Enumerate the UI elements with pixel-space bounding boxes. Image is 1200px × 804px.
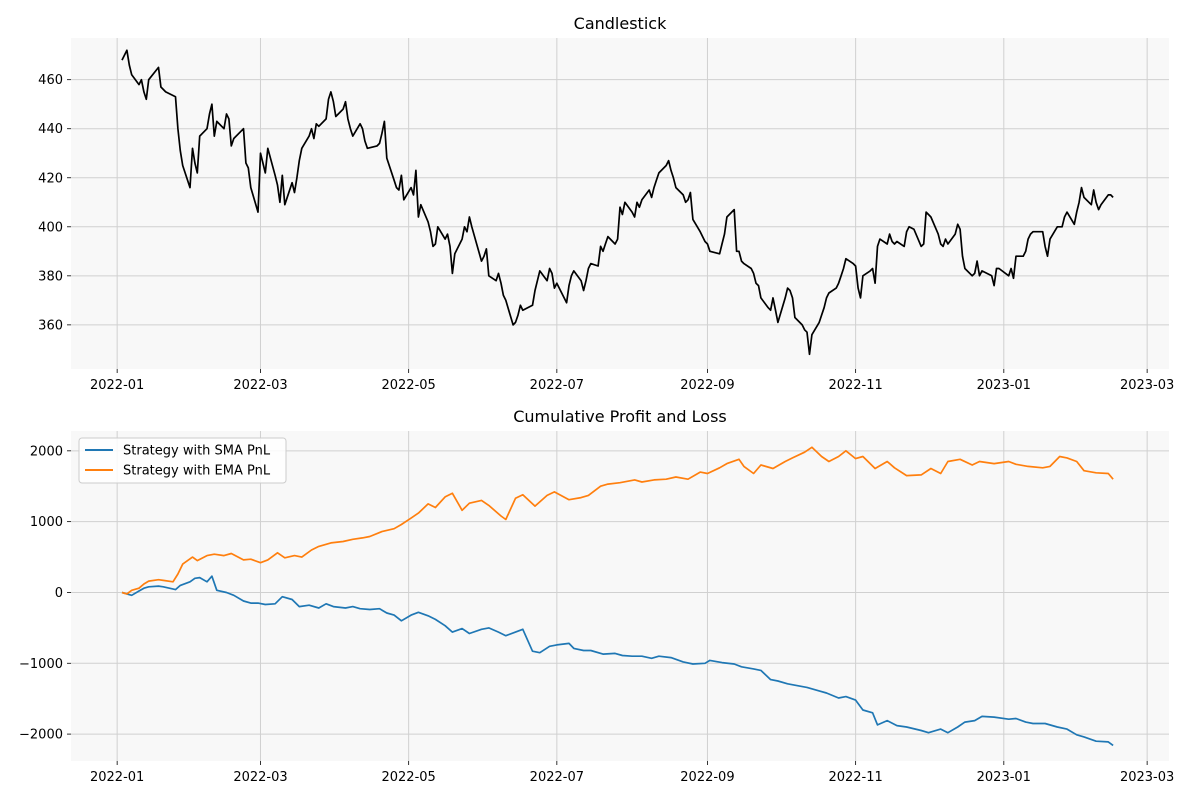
pnl-y-tick-label: 1000 [30, 515, 63, 530]
pnl-x-tick-label: 2023-03 [1120, 770, 1174, 785]
legend-label: Strategy with EMA PnL [123, 464, 271, 479]
pnl-x-tick-label: 2022-07 [530, 770, 584, 785]
pnl-x-tick-label: 2023-01 [977, 770, 1031, 785]
pnl-panel: Cumulative Profit and Loss 2022-01 2022-0… [19, 407, 1174, 785]
candlestick-y-tick-label: 360 [38, 318, 63, 333]
candlestick-x-tick-label: 2022-01 [90, 378, 144, 393]
pnl-x-tick-label: 2022-03 [233, 770, 287, 785]
pnl-title: Cumulative Profit and Loss [513, 407, 727, 426]
candlestick-x-tick-label: 2022-07 [530, 378, 584, 393]
candlestick-x-tick-label: 2022-05 [381, 378, 435, 393]
candlestick-y-tick-label: 400 [38, 220, 63, 235]
pnl-x-tick-label: 2022-09 [680, 770, 734, 785]
candlestick-plot-area [71, 38, 1169, 369]
pnl-plot-area [71, 431, 1169, 761]
candlestick-x-tick-label: 2023-01 [977, 378, 1031, 393]
pnl-y-tick-label: 2000 [30, 444, 63, 459]
legend [78, 437, 287, 484]
pnl-y-tick-label: −1000 [19, 657, 63, 672]
legend-label: Strategy with SMA PnL [123, 444, 271, 459]
candlestick-y-tick-label: 440 [38, 122, 63, 137]
candlestick-x-tick-label: 2023-03 [1120, 378, 1174, 393]
candlestick-panel: Candlestick 2022-01 2022-03 2022-05 2022-07… [38, 14, 1174, 393]
pnl-x-tick-label: 2022-05 [381, 770, 435, 785]
pnl-x-tick-label: 2022-01 [90, 770, 144, 785]
candlestick-title: Candlestick [574, 14, 667, 33]
pnl-series-line-1 [121, 446, 1114, 595]
pnl-x-tick-label: 2022-11 [828, 770, 882, 785]
candlestick-y-tick-label: 420 [38, 171, 63, 186]
pnl-series-line-0 [121, 575, 1114, 747]
candlestick-x-tick-label: 2022-03 [233, 378, 287, 393]
pnl-y-tick-label: 0 [55, 586, 63, 601]
candlestick-series-line-0 [121, 49, 1114, 356]
candlestick-x-tick-label: 2022-11 [828, 378, 882, 393]
candlestick-x-tick-label: 2022-09 [680, 378, 734, 393]
candlestick-y-tick-label: 460 [38, 73, 63, 88]
candlestick-y-tick-label: 380 [38, 269, 63, 284]
pnl-y-tick-label: −2000 [19, 728, 63, 743]
